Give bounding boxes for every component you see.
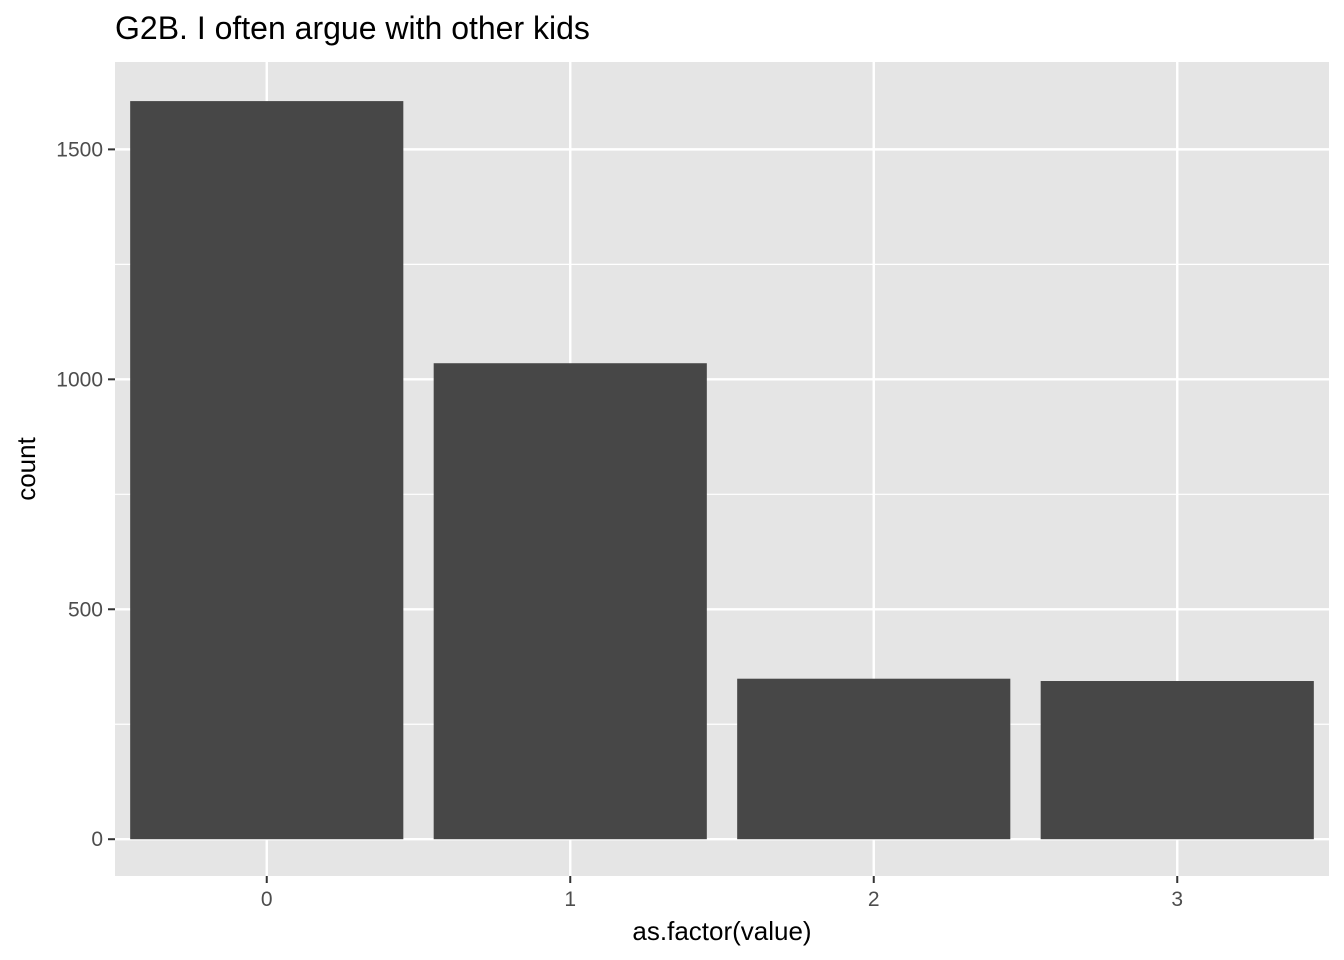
bar-0 [130,101,404,840]
bar-3 [1040,681,1314,840]
x-tick-label: 0 [261,888,273,911]
bar-2 [737,678,1011,840]
bars [130,101,1314,840]
bar-1 [433,363,707,840]
x-tick-label: 2 [868,888,880,911]
x-tick-label: 1 [564,888,576,911]
x-axis: 0 1 2 3 [261,876,1183,911]
x-tick-label: 3 [1171,888,1183,911]
y-tick-label: 500 [68,598,103,621]
x-axis-title: as.factor(value) [632,916,811,946]
y-tick-label: 1000 [56,368,103,391]
y-axis-title: count [11,436,41,500]
chart-title: G2B. I often argue with other kids [115,10,590,46]
y-tick-label: 1500 [56,138,103,161]
y-axis: 0 500 1000 1500 [56,138,115,851]
y-tick-label: 0 [91,828,103,851]
